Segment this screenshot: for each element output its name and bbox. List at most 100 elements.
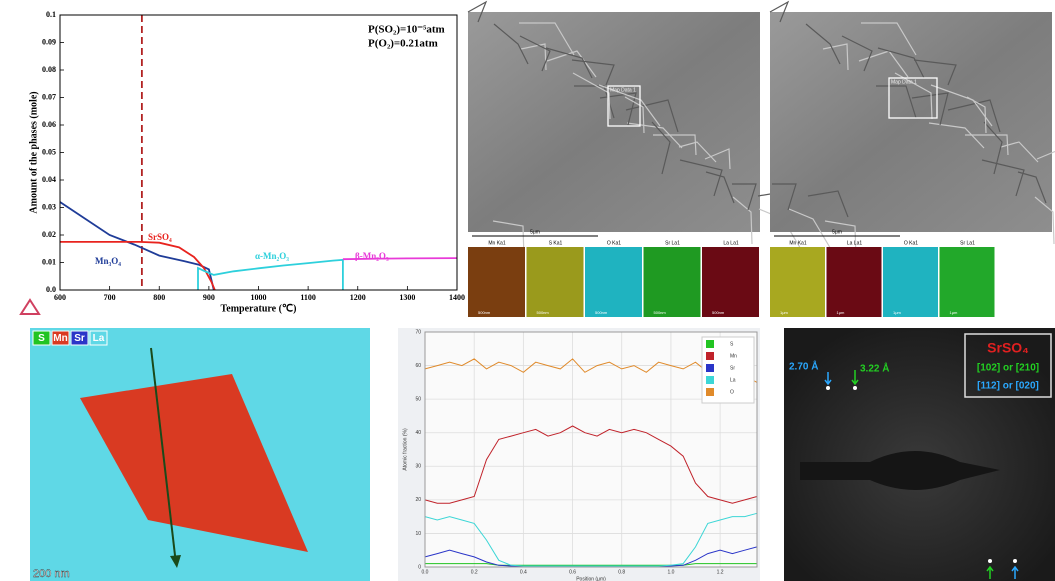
eds-map [702,247,759,317]
y-tick-label: 70 [415,329,421,335]
x-axis-label: Temperature (℃) [221,303,297,314]
series-label: α-Mn₂O₃ [255,251,289,261]
y-tick-label: 0.02 [42,230,56,239]
sem-image [468,12,760,232]
y-tick-label: 0.04 [42,175,56,184]
scale-bar-label: 5μm [832,229,842,235]
map-scale: 1μm [893,310,902,315]
d-spacing: 3.22 Å [860,362,889,375]
map-scale: 500nm [478,310,491,315]
y-axis-label: Atomic fraction (%) [402,428,408,471]
y-tick-label: 10 [415,531,421,537]
legend-label: Mn [730,353,737,359]
map-label: Mn Ka1 [488,240,505,246]
x-tick-label: 1.2 [717,569,724,575]
map-scale: 500nm [654,310,667,315]
x-tick-label: 600 [54,293,66,302]
legend-swatch [706,340,714,348]
y-tick-label: 0.03 [42,202,56,211]
zone-label: [102] or [210] [977,363,1039,374]
series-line [60,242,215,290]
legend-label: Sr [730,365,735,371]
map-label: S Ka1 [549,240,563,246]
x-tick-label: 1200 [350,293,366,302]
map-scale: 500nm [537,310,550,315]
diffraction-spot [853,386,857,390]
plot-frame [60,15,457,290]
y-tick-label: 60 [415,363,421,369]
series-line [198,260,343,290]
eds-map [940,247,995,317]
series-label: Mn₃O₄ [95,256,121,266]
legend-swatch [706,364,714,372]
x-tick-label: 900 [203,293,215,302]
scale-bar-label: 5μm [530,229,540,235]
x-tick-label: 0.8 [618,569,625,575]
sem-image [770,12,1052,232]
y-tick-label: 20 [415,497,421,503]
x-axis-label: Position (µm) [576,576,606,581]
series-label: β-Mn₂O₃ [355,251,389,261]
legend-swatch [706,376,714,384]
figure: 0.00.010.020.030.040.050.060.070.080.090… [0,0,1055,581]
y-tick-label: 0.01 [42,257,56,266]
legend-label: Mn [53,333,67,344]
region-label: Map Data 1 [610,87,636,93]
logo [21,300,39,314]
diffraction-spot [826,386,830,390]
map-scale: 1μm [780,310,789,315]
d-spacing: 2.70 Å [789,360,818,373]
x-tick-label: 0.2 [471,569,478,575]
map-scale: 500nm [595,310,608,315]
legend-label: O [730,389,734,395]
map-label: Sr La1 [665,240,680,246]
legend-label: La [93,333,105,344]
legend-label: Sr [74,333,85,344]
y-tick-label: 0.08 [42,65,56,74]
diffraction-spot [988,559,992,563]
map-scale: 500nm [712,310,725,315]
legend-swatch [706,388,714,396]
y-axis-label: Amount of the phases (mole) [28,91,39,213]
y-tick-label: 50 [415,396,421,402]
eds-map [585,247,642,317]
y-tick-label: 0.09 [42,37,56,46]
annotation: P(SO₂)=10⁻⁵atm [368,24,445,36]
x-tick-label: 0.6 [569,569,576,575]
zone-label: [112] or [020] [977,381,1039,392]
eds-map [468,247,525,317]
eds-map [883,247,938,317]
x-tick-label: 800 [153,293,165,302]
x-tick-label: 1400 [449,293,465,302]
series-line [60,202,214,290]
annotation: P(O₂)=0.21atm [368,38,438,50]
scale-bar-label: 200 nm [33,568,70,580]
map-label: O Ka1 [904,240,918,246]
region-label: Map Data 1 [891,79,917,85]
x-tick-label: 1000 [251,293,267,302]
eds-map [827,247,882,317]
x-tick-label: 700 [104,293,116,302]
legend-swatch [706,352,714,360]
pattern-title: SrSO₄ [987,340,1029,356]
y-tick-label: 40 [415,430,421,436]
y-tick-label: 30 [415,464,421,470]
y-tick-label: 0.07 [42,92,56,101]
legend-label: S [38,333,45,344]
y-tick-label: 0.06 [42,120,56,129]
map-label: La La1 [847,240,863,246]
diffraction-spot [1013,559,1017,563]
x-tick-label: 1.0 [667,569,674,575]
page: {"chart_data": [ {"type": "line", "annot… [0,0,1055,581]
x-tick-label: 0.4 [520,569,527,575]
x-tick-label: 1300 [399,293,415,302]
map-label: Sr La1 [960,240,975,246]
eds-map [770,247,825,317]
eds-map [644,247,701,317]
x-tick-label: 0.0 [422,569,429,575]
map-scale: 1μm [837,310,846,315]
map-label: Mn Ka1 [789,240,806,246]
map-scale: 1μm [950,310,959,315]
legend-label: La [730,377,736,383]
x-tick-label: 1100 [300,293,316,302]
